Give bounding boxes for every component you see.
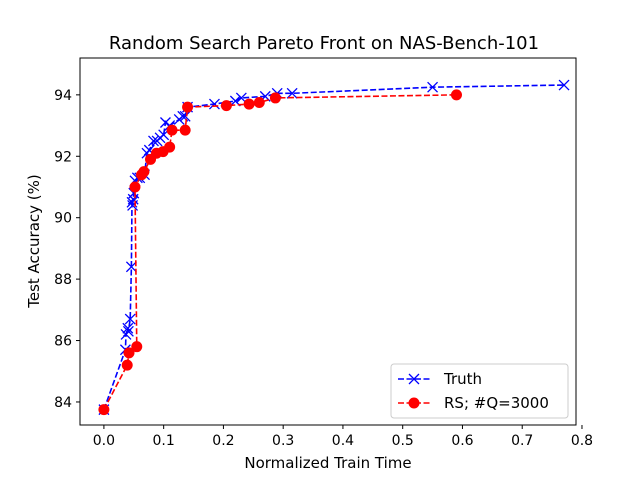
legend-marker [408, 397, 420, 409]
x-tick-label: 0.1 [153, 433, 175, 449]
data-point [129, 181, 141, 193]
data-point [122, 325, 134, 337]
y-tick-label: 88 [54, 272, 72, 288]
data-point [166, 124, 178, 136]
data-point [124, 313, 136, 325]
data-point [269, 92, 281, 104]
data-point [208, 98, 220, 110]
data-point [427, 81, 439, 93]
y-tick-label: 86 [54, 334, 72, 350]
y-tick-label: 84 [54, 395, 72, 411]
data-point [138, 166, 150, 178]
x-tick-label: 0.8 [571, 433, 593, 449]
data-point [131, 341, 143, 353]
x-tick-label: 0.3 [272, 433, 294, 449]
x-tick-label: 0.6 [451, 433, 473, 449]
data-point [179, 124, 191, 136]
series-rs [98, 89, 462, 416]
data-point [122, 322, 134, 334]
y-axis-label: Test Accuracy (%) [25, 174, 43, 309]
x-tick-label: 0.7 [511, 433, 533, 449]
y-tick-label: 92 [54, 149, 72, 165]
chart-title: Random Search Pareto Front on NAS-Bench-… [109, 33, 539, 54]
data-point [98, 404, 110, 416]
plot-marks [98, 79, 570, 416]
data-point [121, 359, 133, 371]
data-point [182, 101, 194, 113]
data-point [123, 347, 135, 359]
x-axis-label: Normalized Train Time [244, 454, 411, 472]
legend-label: Truth [443, 370, 482, 388]
data-point [450, 89, 462, 101]
x-tick-label: 0.2 [212, 433, 234, 449]
data-point [125, 261, 137, 273]
legend-label: RS; #Q=3000 [444, 394, 549, 412]
data-point [148, 135, 159, 147]
x-axis-ticks: 0.0 0.1 0.2 0.3 0.4 0.5 0.6 0.7 0.8 [93, 425, 593, 449]
legend-box [390, 363, 569, 419]
data-point [164, 141, 176, 153]
data-point [286, 87, 298, 99]
data-point [179, 110, 191, 122]
legend-marker [408, 373, 420, 385]
plot-frame [79, 57, 577, 426]
data-point [558, 79, 570, 91]
x-tick-label: 0.4 [332, 433, 354, 449]
data-point [220, 100, 232, 112]
data-point [253, 97, 265, 109]
x-tick-label: 0.0 [93, 433, 115, 449]
y-tick-label: 90 [54, 211, 72, 227]
y-axis-ticks: 84 86 88 90 92 94 [54, 88, 80, 411]
legend: Truth RS; #Q=3000 [390, 363, 569, 419]
x-tick-label: 0.5 [392, 433, 414, 449]
y-tick-label: 94 [54, 88, 72, 104]
data-point [243, 98, 255, 110]
